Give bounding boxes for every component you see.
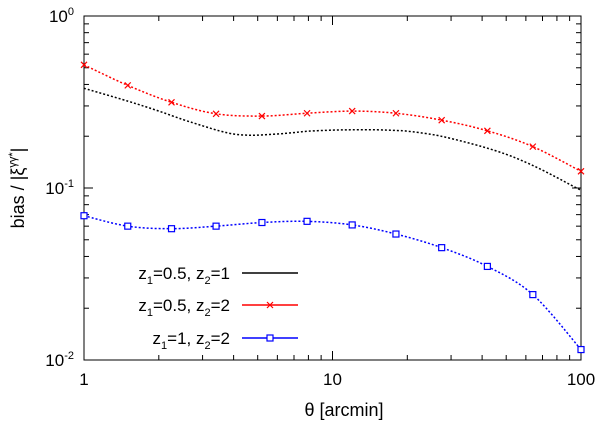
data-point-series-2: [258, 112, 266, 120]
data-point-series-3: [577, 345, 585, 354]
legend-subscript: 1: [161, 340, 167, 352]
marker-stroke: [212, 110, 220, 118]
data-point-series-2: [168, 98, 175, 106]
legend-label-1: z1=0.5, z2=1: [138, 264, 230, 287]
data-point-series-3: [258, 218, 266, 227]
data-point-series-2: [529, 143, 537, 151]
y-tick-label: 10-2: [45, 350, 74, 370]
y-tick-label-exponent: -1: [64, 178, 74, 190]
legend-marker-3: [266, 334, 274, 342]
legend-label-2: z1=0.5, z2=2: [138, 296, 230, 319]
marker-stroke: [258, 112, 266, 120]
legend-text-part: =1, z: [167, 329, 204, 348]
y-tick-label-exponent: -2: [64, 350, 74, 362]
data-point-series-2: [348, 107, 356, 115]
x-axis-label: θ [arcmin]: [304, 400, 383, 420]
marker-stroke: [483, 127, 491, 135]
legend-marker-2: [266, 301, 274, 309]
y-tick-label: 100: [49, 6, 74, 26]
marker-stroke: [303, 109, 311, 117]
marker-stroke: [124, 81, 132, 89]
series-line-3: [83, 214, 582, 351]
y-axis-label-tail: |: [8, 148, 28, 153]
data-point-series-2: [303, 109, 311, 117]
marker-stroke: [168, 98, 175, 106]
data-point-series-3: [167, 225, 176, 233]
y-axis-label: bias / |ξγγ*|: [7, 148, 28, 229]
y-tick-label-base: 10: [45, 179, 64, 198]
data-point-series-2: [392, 109, 400, 117]
x-tick-label: 10: [323, 370, 342, 389]
marker-stroke: [348, 107, 356, 115]
marker-stroke: [438, 116, 446, 124]
data-point-series-3: [529, 291, 537, 299]
data-point-series-3: [438, 244, 446, 252]
legend-text-part: z: [138, 264, 147, 283]
data-point-series-3: [392, 230, 400, 238]
x-tick-label: 100: [567, 370, 595, 389]
data-point-series-3: [124, 222, 132, 230]
data-point-series-3: [303, 217, 311, 225]
data-point-series-3: [212, 222, 220, 230]
y-tick-label-base: 10: [45, 351, 64, 370]
data-point-series-2: [483, 127, 491, 135]
y-axis-label-main: bias / |ξ: [8, 168, 28, 229]
legend-text-part: =2: [211, 329, 230, 348]
legend-text-part: =2: [211, 296, 230, 315]
legend-subscript: 1: [147, 307, 153, 319]
legend-subscript: 2: [204, 275, 210, 287]
y-tick-label-exponent: 0: [68, 6, 74, 18]
data-point-series-3: [80, 212, 88, 220]
legend-text-part: z: [138, 296, 147, 315]
data-point-series-3: [348, 221, 356, 229]
legend-text-part: =0.5, z: [153, 296, 205, 315]
marker-stroke: [577, 167, 585, 175]
marker-stroke: [80, 61, 88, 69]
series-line-1: [83, 87, 582, 191]
data-point-series-2: [577, 167, 585, 175]
legend-subscript: 1: [147, 275, 153, 287]
data-point-series-2: [80, 61, 88, 69]
y-axis-label-sup: γγ*: [7, 152, 19, 168]
legend-subscript: 2: [204, 307, 210, 319]
y-tick-label: 10-1: [45, 178, 74, 198]
marker-stroke: [392, 109, 400, 117]
series-line-2: [83, 64, 582, 172]
legend-label-3: z1=1, z2=2: [153, 329, 230, 352]
data-point-series-2: [212, 110, 220, 118]
data-point-series-2: [124, 81, 132, 89]
y-tick-label-base: 10: [49, 7, 68, 26]
marker-stroke: [266, 301, 274, 309]
marker-stroke: [529, 143, 537, 151]
data-point-series-3: [483, 262, 491, 271]
legend-text-part: z: [153, 329, 162, 348]
data-point-series-2: [438, 116, 446, 124]
legend-text-part: =0.5, z: [153, 264, 205, 283]
legend-subscript: 2: [204, 340, 210, 352]
x-tick-label: 1: [79, 370, 88, 389]
legend-text-part: =1: [211, 264, 230, 283]
